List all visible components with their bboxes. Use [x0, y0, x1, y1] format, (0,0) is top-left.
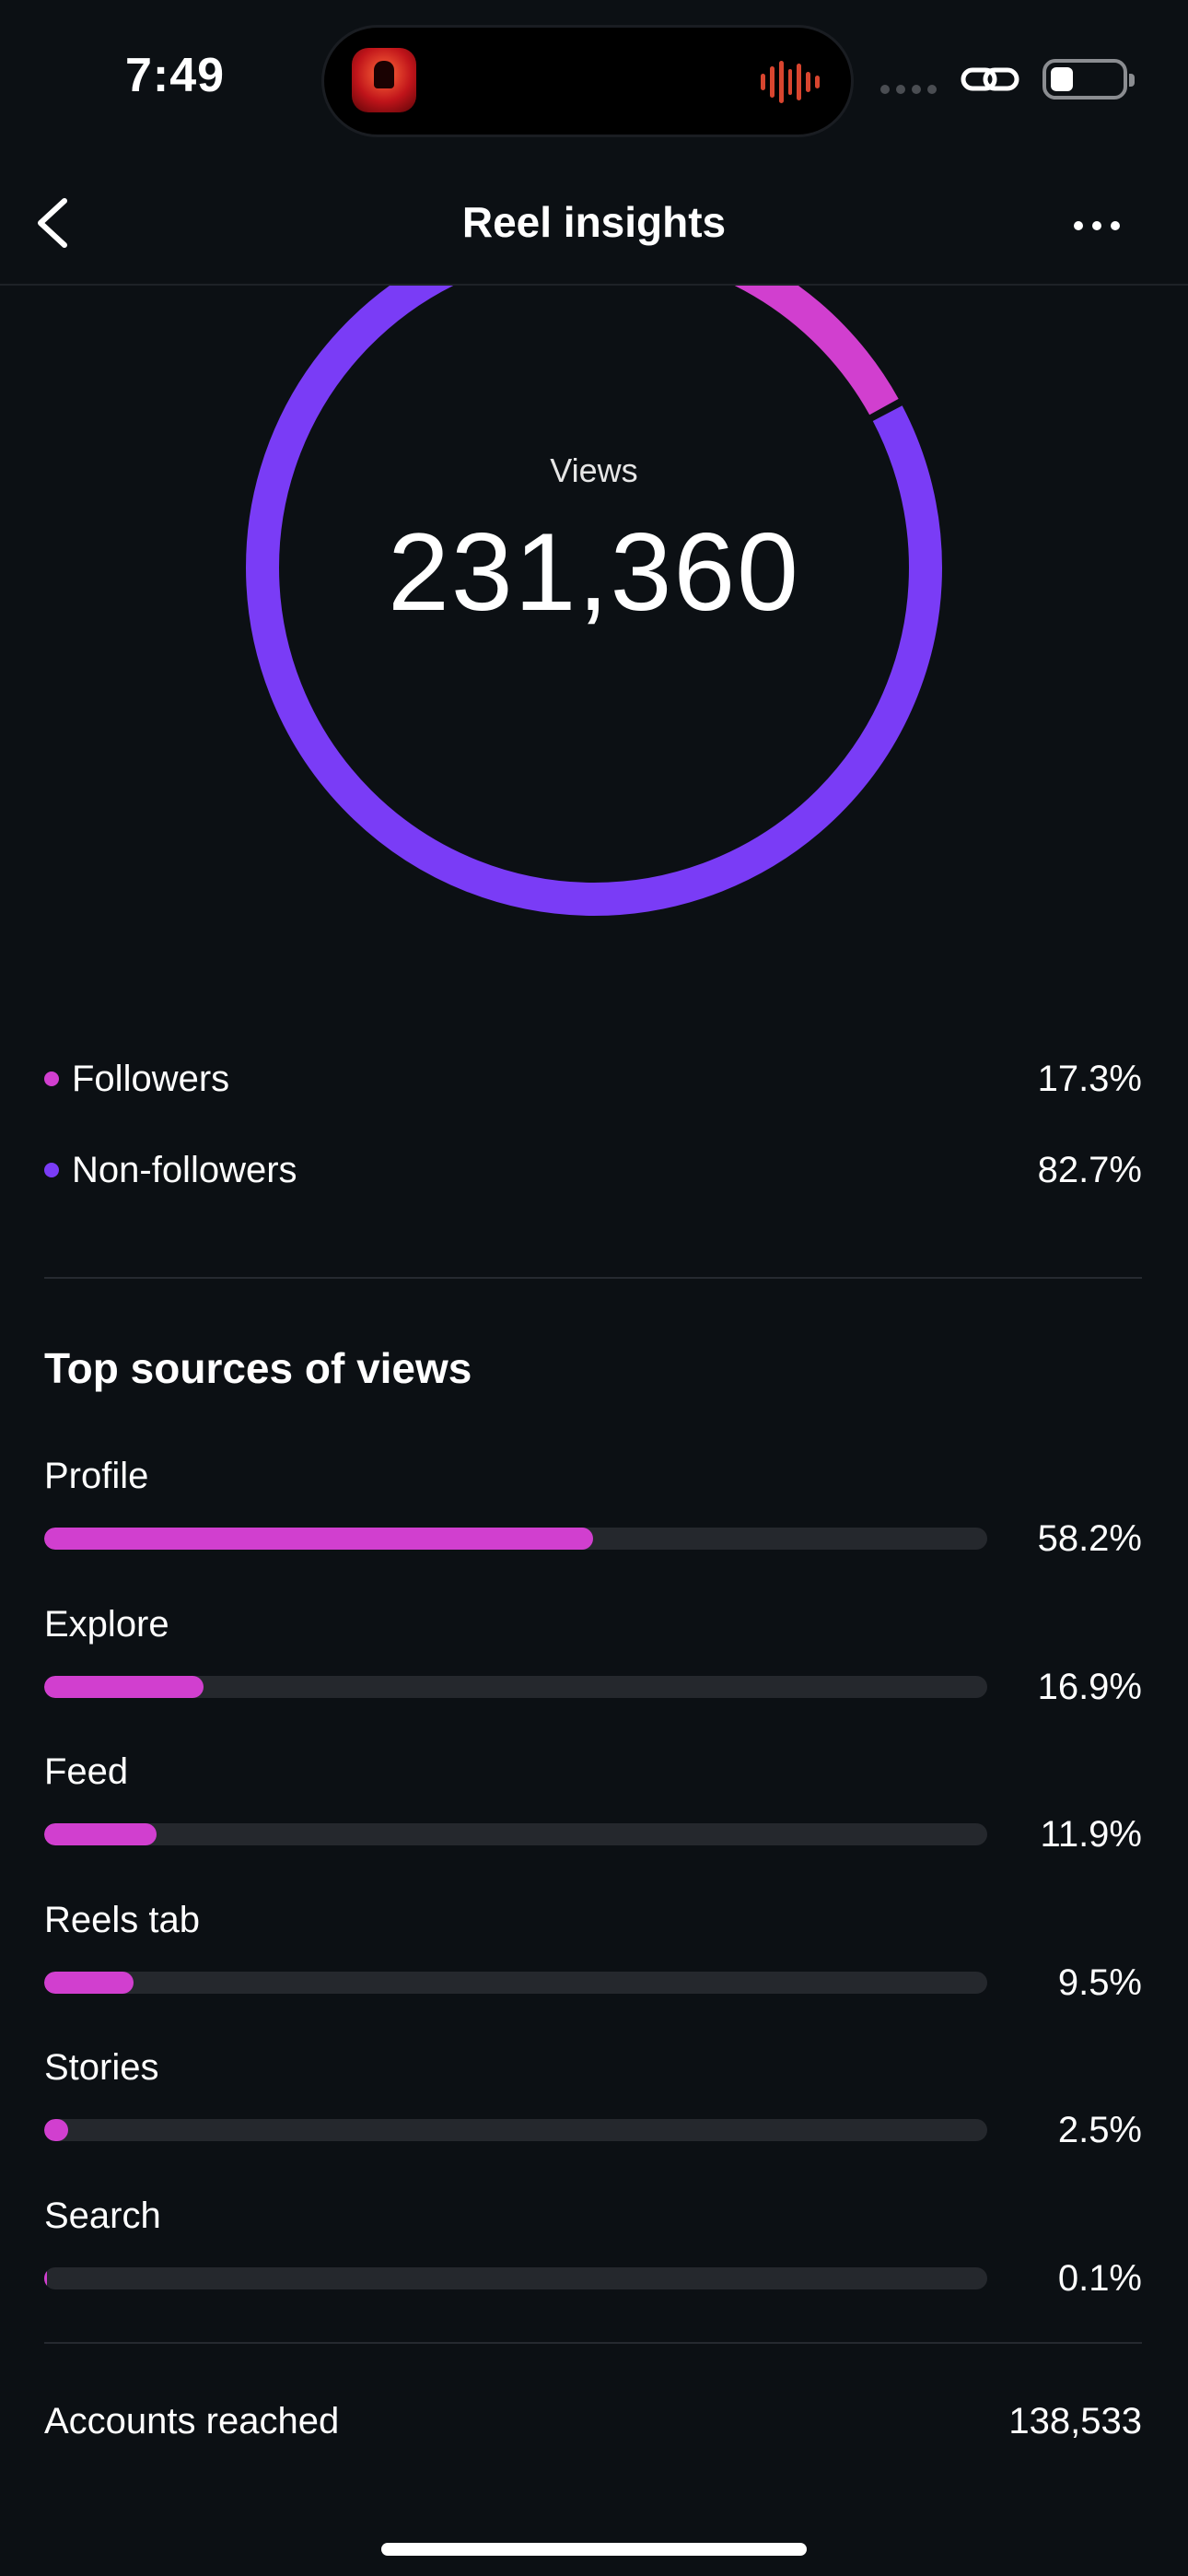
- back-chevron-icon[interactable]: [28, 190, 83, 256]
- source-value: 0.1%: [1057, 2258, 1142, 2299]
- legend-followers: Followers 17.3%: [44, 1051, 1142, 1107]
- source-value: 9.5%: [1057, 1962, 1142, 2003]
- home-indicator[interactable]: [381, 2543, 807, 2556]
- battery-icon: [1042, 59, 1135, 100]
- source-bar-track: [44, 2119, 987, 2141]
- sources-title: Top sources of views: [44, 1344, 472, 1392]
- source-bar-fill: [44, 2119, 68, 2141]
- source-bar-track: [44, 1528, 987, 1550]
- dynamic-island[interactable]: [324, 28, 851, 135]
- source-bar-fill: [44, 1823, 157, 1845]
- section-divider: [44, 1277, 1142, 1279]
- source-label: Search: [44, 2195, 161, 2236]
- accounts-reached-label: Accounts reached: [44, 2401, 340, 2441]
- source-label: Feed: [44, 1751, 129, 1792]
- section-divider: [44, 2342, 1142, 2344]
- source-value: 2.5%: [1057, 2110, 1142, 2150]
- more-options-icon[interactable]: [1074, 203, 1129, 249]
- views-count: 231,360: [388, 510, 800, 634]
- source-label: Explore: [44, 1604, 169, 1645]
- views-label: Views: [550, 451, 638, 489]
- page-title: Reel insights: [461, 198, 727, 246]
- followers-dot-icon: [44, 1071, 59, 1086]
- signal-strength-icon: [880, 85, 937, 94]
- now-playing-artwork: [352, 48, 416, 112]
- source-label: Reels tab: [44, 1900, 200, 1940]
- source-value: 11.9%: [1040, 1814, 1142, 1855]
- source-label: Stories: [44, 2047, 159, 2088]
- legend-value: 82.7%: [1037, 1149, 1142, 1190]
- source-value: 58.2%: [1037, 1518, 1142, 1559]
- status-time: 7:49: [125, 49, 226, 102]
- audio-waveform-icon: [761, 61, 821, 103]
- source-label: Profile: [44, 1456, 149, 1496]
- legend-non-followers: Non-followers 82.7%: [44, 1142, 1142, 1198]
- link-icon: [961, 67, 1019, 91]
- source-bar-track: [44, 1972, 987, 1994]
- views-donut-chart: [0, 286, 1188, 931]
- legend-value: 17.3%: [1037, 1058, 1142, 1099]
- accounts-reached-value: 138,533: [1008, 2401, 1142, 2441]
- source-bar-fill: [44, 1972, 134, 1994]
- non-followers-dot-icon: [44, 1163, 59, 1177]
- source-value: 16.9%: [1037, 1667, 1142, 1707]
- non-followers-arc: [246, 286, 942, 916]
- legend-label: Followers: [72, 1058, 230, 1099]
- source-bar-track: [44, 1823, 987, 1845]
- source-bar-track: [44, 1676, 987, 1698]
- source-bar-fill: [44, 2267, 47, 2289]
- header-divider: [0, 284, 1188, 286]
- source-bar-track: [44, 2267, 987, 2289]
- source-bar-fill: [44, 1528, 593, 1550]
- legend-label: Non-followers: [72, 1149, 297, 1190]
- source-bar-fill: [44, 1676, 204, 1698]
